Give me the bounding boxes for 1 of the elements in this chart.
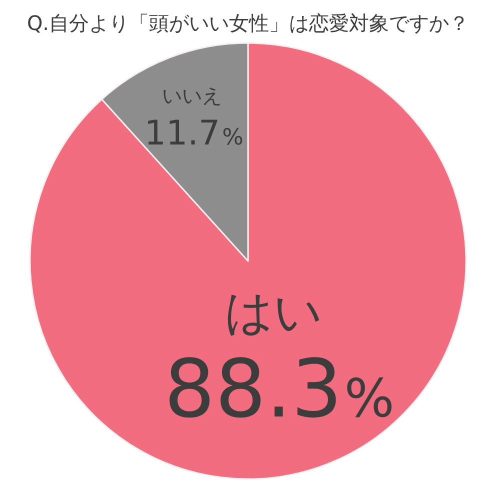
title: Q.自分より「頭がいい女性」は恋愛対象ですか？: [26, 11, 470, 35]
